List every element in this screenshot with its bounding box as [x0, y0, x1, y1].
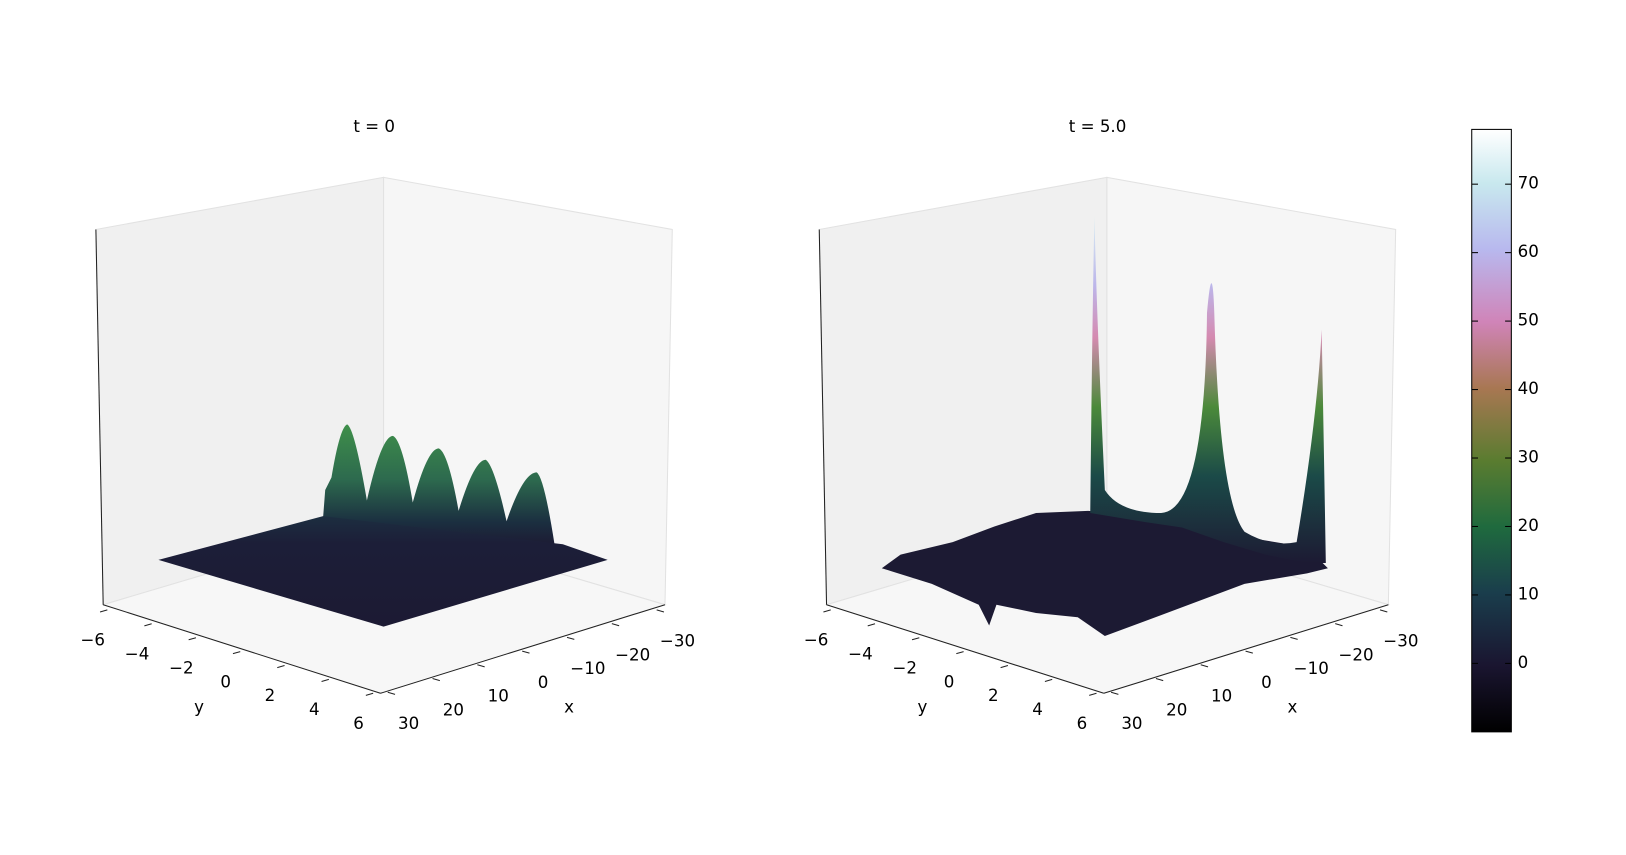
- tick-mark: [432, 678, 440, 682]
- axis-label: y: [918, 697, 928, 716]
- x-tick-label: −20: [1338, 645, 1373, 664]
- y-tick-label: −2: [169, 658, 194, 677]
- tick-mark: [823, 609, 831, 613]
- surface: [158, 516, 608, 627]
- surface: [881, 510, 1328, 636]
- x-tick-label: 30: [398, 714, 419, 733]
- colorbar: 0 10 20 30 40 50 60 70: [1471, 128, 1539, 733]
- y-tick-label: 0: [944, 672, 955, 691]
- colorbar-body: [1471, 128, 1512, 733]
- tick-mark: [99, 609, 108, 613]
- panel-title: t = 5.0: [1069, 117, 1127, 136]
- panel-title: t = 0: [353, 117, 395, 136]
- tick-mark: [1044, 678, 1053, 682]
- tick-mark: [1245, 650, 1253, 654]
- y-tick-label: 2: [265, 686, 276, 705]
- tick-mark: [1110, 691, 1119, 695]
- colorbar-tick-label: 50: [1518, 311, 1539, 330]
- x-tick-label: 0: [1261, 673, 1272, 692]
- colorbar-tick-label: 30: [1518, 448, 1539, 467]
- x-tick-label: −10: [1294, 659, 1329, 678]
- x-tick-label: 30: [1121, 714, 1142, 733]
- x-tick-label: 20: [443, 700, 464, 719]
- colorbar-tick-label: 40: [1518, 379, 1539, 398]
- tick-mark: [232, 651, 241, 655]
- tick-mark: [1000, 664, 1009, 669]
- tick-mark: [611, 623, 620, 627]
- tick-mark: [911, 637, 920, 641]
- axis-line: [1103, 604, 1389, 694]
- y-tick-label: −4: [125, 645, 150, 664]
- colorbar-tick-label: 0: [1518, 653, 1529, 672]
- y-tick-label: 6: [353, 714, 364, 733]
- x-tick-label: −30: [1383, 632, 1418, 651]
- y-tick-label: 0: [220, 672, 231, 691]
- y-tick-label: 4: [1032, 700, 1043, 719]
- axis-line: [380, 604, 666, 694]
- tick-mark: [1379, 609, 1388, 613]
- axis-label: x: [564, 697, 574, 716]
- surface: [323, 424, 563, 547]
- tick-mark: [1200, 664, 1209, 668]
- surface: [1090, 215, 1326, 563]
- tick-mark: [1155, 678, 1164, 682]
- tick-mark: [956, 651, 964, 655]
- tick-mark: [387, 691, 396, 695]
- tick-mark: [144, 623, 152, 627]
- tick-mark: [867, 623, 876, 627]
- y-tick-label: 4: [309, 700, 320, 719]
- z-axis-line: [818, 229, 828, 605]
- x-tick-label: −20: [615, 645, 650, 664]
- tick-mark: [188, 637, 197, 641]
- y-tick-label: 2: [988, 686, 999, 705]
- axis-label: y: [194, 697, 204, 716]
- z-axis-line: [95, 229, 104, 605]
- tick-mark: [477, 664, 485, 668]
- colorbar-tick-label: 20: [1518, 516, 1539, 535]
- axis-line: [103, 604, 381, 694]
- tick-mark: [365, 692, 374, 696]
- x-tick-label: 0: [538, 673, 549, 692]
- tick-mark: [1335, 623, 1343, 627]
- x-tick-label: −30: [660, 632, 695, 651]
- x-tick-label: −10: [570, 659, 605, 678]
- x-tick-label: 20: [1166, 700, 1187, 719]
- tick-mark: [277, 664, 285, 669]
- axis-label: x: [1288, 697, 1298, 716]
- y-tick-label: −6: [804, 631, 829, 650]
- tick-mark: [522, 650, 530, 654]
- y-tick-label: −4: [848, 645, 873, 664]
- axis-line: [826, 604, 1104, 694]
- y-tick-label: −2: [892, 658, 917, 677]
- tick-mark: [566, 636, 575, 640]
- x-tick-label: 10: [488, 687, 509, 706]
- colorbar-tick-label: 70: [1518, 174, 1539, 193]
- tick-mark: [1290, 636, 1298, 640]
- tick-mark: [321, 678, 329, 682]
- colorbar-tick-label: 60: [1518, 242, 1539, 261]
- y-tick-label: −6: [80, 631, 105, 650]
- y-tick-label: 6: [1077, 714, 1088, 733]
- tick-mark: [1089, 692, 1097, 696]
- tick-mark: [656, 609, 665, 613]
- x-tick-label: 10: [1211, 687, 1232, 706]
- colorbar-tick-label: 10: [1518, 584, 1539, 603]
